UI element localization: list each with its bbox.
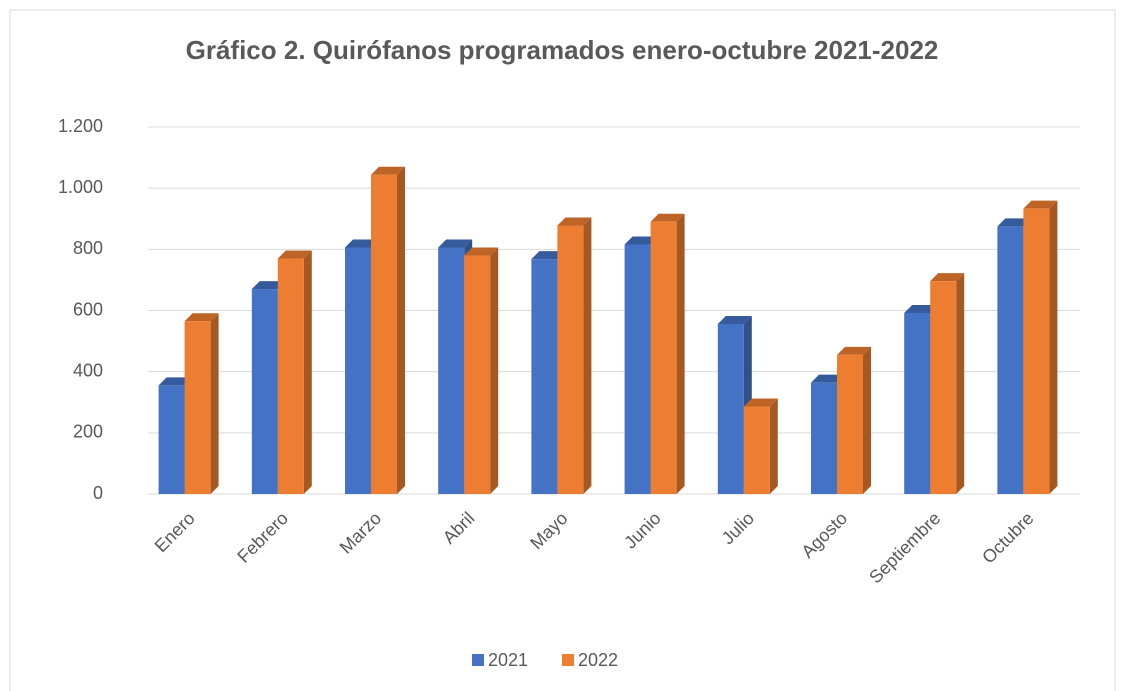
bar [371, 174, 397, 494]
bar-top [624, 236, 659, 245]
bar [438, 247, 465, 494]
bar [624, 244, 651, 494]
bar-top [158, 377, 193, 386]
bar-side [769, 398, 778, 494]
bar-top [251, 281, 286, 290]
bar-top [837, 346, 871, 355]
bar-top [904, 304, 939, 313]
bar [464, 255, 491, 494]
bar [837, 354, 863, 494]
bar-top [438, 239, 473, 248]
bar-side [303, 250, 312, 494]
bar [743, 406, 770, 494]
bar [251, 289, 278, 494]
bar [811, 382, 837, 494]
bar-top [650, 213, 685, 222]
bar [717, 323, 744, 494]
bar [1023, 208, 1050, 494]
y-tick-label: 200 [73, 422, 103, 442]
bar-top [930, 273, 965, 282]
bar-side [210, 313, 219, 494]
bar-top [997, 218, 1032, 227]
bar-side [863, 346, 871, 494]
y-tick-label: 1.000 [58, 177, 103, 197]
bar-top [531, 251, 566, 260]
bar-top [1023, 200, 1058, 209]
legend-label: 2022 [578, 650, 618, 670]
bar-side [397, 166, 405, 494]
bar-top [743, 398, 778, 407]
bar-top [277, 250, 312, 259]
bar [531, 259, 558, 494]
bar-top [371, 166, 405, 175]
bar [997, 226, 1024, 495]
chart-title: Gráfico 2. Quirófanos programados enero-… [186, 35, 939, 65]
y-tick-label: 0 [93, 483, 103, 503]
bar-top [557, 217, 592, 226]
legend-swatch [472, 654, 484, 666]
bar [557, 225, 584, 494]
bar-side [583, 217, 592, 494]
bar [930, 281, 957, 494]
legend-swatch [562, 654, 574, 666]
bar-top [345, 239, 379, 248]
bar-side [676, 213, 685, 494]
bar [158, 385, 185, 494]
bar-top [184, 313, 219, 322]
bar [650, 221, 677, 494]
bar [277, 258, 304, 494]
bar [345, 247, 371, 494]
bar-top [811, 374, 845, 383]
bar-top [464, 247, 499, 256]
y-tick-label: 800 [73, 238, 103, 258]
y-tick-label: 1.200 [58, 116, 103, 136]
bar-side [1049, 200, 1058, 494]
bar [184, 321, 211, 494]
y-tick-label: 600 [73, 299, 103, 319]
bar-side [490, 247, 499, 494]
bar-top [717, 315, 752, 324]
legend-label: 2021 [488, 650, 528, 670]
bar-side [956, 273, 965, 494]
bar [904, 312, 931, 494]
y-tick-label: 400 [73, 360, 103, 380]
